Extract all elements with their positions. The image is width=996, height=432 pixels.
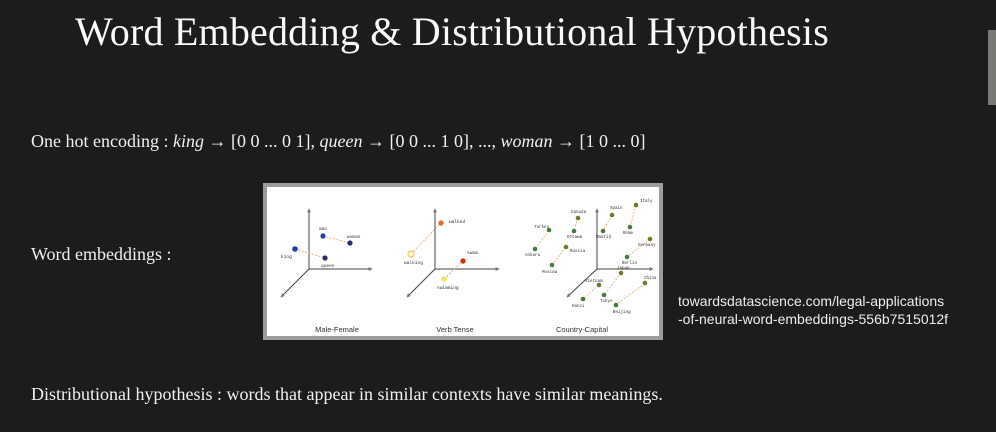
distributional-hypothesis-line: Distributional hypothesis : words that a… xyxy=(31,384,663,404)
panel2-labels: walked swam walking swimming xyxy=(404,219,478,291)
panel1-labels: man woman king queen xyxy=(281,227,361,269)
label-king: king xyxy=(281,254,292,260)
panel3-points xyxy=(532,202,653,308)
slide-title: Word Embedding & Distributional Hypothes… xyxy=(75,9,830,54)
vector-king: [0 0 ... 0 1], xyxy=(230,131,320,151)
label-japan: Japan xyxy=(617,267,630,271)
panel2-points xyxy=(407,220,466,282)
embedding-figure-svg: man woman king queen walked swam walking… xyxy=(280,199,657,315)
label-beijing: Beijing xyxy=(613,310,631,315)
caption-country-capital: Country-Capital xyxy=(555,325,609,334)
panel1-points xyxy=(292,233,353,261)
label-swimming: swimming xyxy=(437,285,459,291)
embedding-figure-canvas: man woman king queen walked swam walking… xyxy=(267,187,659,336)
one-hot-encoding-line: One hot encoding : king → [0 0 ... 0 1],… xyxy=(31,131,645,152)
word-woman: woman xyxy=(500,131,553,151)
label-woman: woman xyxy=(347,235,361,240)
panel2-links xyxy=(410,222,464,280)
label-madrid: Madrid xyxy=(596,235,612,240)
label-swam: swam xyxy=(467,251,478,256)
label-walking: walking xyxy=(404,260,423,266)
arrow-1: → xyxy=(203,131,231,151)
word-queen: queen xyxy=(319,131,363,151)
label-rome: Rome xyxy=(623,232,634,236)
word-king: king xyxy=(172,131,204,151)
label-berlin: Berlin xyxy=(622,261,638,266)
label-china: China xyxy=(644,276,657,281)
label-spain: Spain xyxy=(610,206,623,211)
label-man: man xyxy=(319,227,327,232)
label-canada: Canada xyxy=(571,210,587,215)
panel2-axes xyxy=(406,208,500,298)
panel3-axes xyxy=(566,208,654,298)
word-embeddings-label: Word embeddings : xyxy=(31,244,172,264)
panel1-links xyxy=(294,235,351,259)
label-ankara: Ankara xyxy=(525,253,541,258)
panel3-links xyxy=(534,204,651,306)
caption-verb-tense: Verb Tense xyxy=(436,325,474,334)
source-url-line-2: -of-neural-word-embeddings-556b7515012f xyxy=(678,311,949,327)
source-url-line-1: towardsdatascience.com/legal-application… xyxy=(678,293,945,309)
embedding-figure: man woman king queen walked swam walking… xyxy=(263,183,663,340)
vector-woman: [1 0 ... 0] xyxy=(579,131,646,151)
label-russia: Russia xyxy=(570,249,586,254)
label-moscow: Moscow xyxy=(542,271,558,275)
label-queen: queen xyxy=(321,264,335,269)
label-italy: Italy xyxy=(640,199,653,204)
arrow-3: → xyxy=(552,131,580,151)
panel1-axes xyxy=(280,208,373,298)
label-ottawa: Ottawa xyxy=(567,236,583,240)
caption-male-female: Male-Female xyxy=(315,325,359,334)
label-walked: walked xyxy=(449,219,466,225)
label-hanoi: Hanoi xyxy=(572,304,585,309)
label-vietnam: Vietnam xyxy=(585,279,603,284)
label-turkey: Turkey xyxy=(534,225,550,230)
one-hot-label: One hot encoding : xyxy=(31,131,173,151)
scrollbar-thumb[interactable] xyxy=(988,30,996,105)
arrow-2: → xyxy=(362,131,390,151)
vector-queen: [0 0 ... 1 0], ..., xyxy=(389,131,501,151)
label-germany: Germany xyxy=(638,244,656,248)
source-url: towardsdatascience.com/legal-application… xyxy=(678,292,948,328)
label-tokyo: Tokyo xyxy=(600,299,613,304)
panel3-labels: Canada Spain Italy Turkey Madrid Rome Ge… xyxy=(525,199,657,315)
